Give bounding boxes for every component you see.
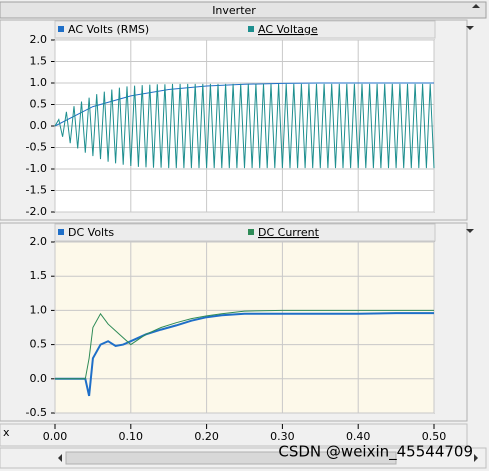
series-line (54, 82, 434, 127)
x-axis-bar (0, 423, 468, 447)
x-tick-label: 0.30 (270, 430, 295, 443)
plot-area (54, 241, 435, 414)
y-tick-label: -2.0 (26, 205, 47, 218)
y-tick-label: 2.0 (30, 33, 48, 46)
title-bar (0, 1, 487, 19)
scroll-left[interactable] (58, 454, 62, 462)
legend-swatch (58, 229, 64, 235)
expand-arrow (466, 229, 474, 233)
y-tick-label: 1.5 (30, 269, 48, 282)
watermark: CSDN @weixin_45544709 (278, 443, 473, 462)
legend-bar (54, 20, 436, 39)
series-line (54, 83, 435, 169)
legend-swatch (248, 26, 254, 32)
x-axis-label: x (3, 426, 10, 439)
y-tick-label: 2.0 (30, 235, 48, 248)
y-tick-label: 1.0 (30, 303, 48, 316)
legend-swatch (58, 26, 64, 32)
y-tick-label: 1.0 (30, 76, 48, 89)
scroll-thumb[interactable] (65, 451, 397, 465)
legend-label: AC Volts (RMS) (68, 23, 149, 36)
y-tick-label: 0.0 (30, 372, 48, 385)
expand-arrow (466, 26, 474, 30)
x-tick-label: 0.50 (422, 430, 447, 443)
x-tick-label: 0.20 (194, 430, 219, 443)
collapse-arrow[interactable] (472, 4, 480, 8)
series-line (55, 312, 434, 397)
legend-label: DC Current (258, 226, 320, 239)
y-tick-label: -0.5 (26, 141, 47, 154)
legend-bar (54, 223, 436, 242)
x-tick-label: 0.40 (346, 430, 371, 443)
x-tick-label: 0.00 (43, 430, 68, 443)
y-tick-label: -0.5 (26, 406, 47, 419)
series-line (55, 309, 434, 380)
y-tick-label: -1.0 (26, 162, 47, 175)
y-tick-label: -1.5 (26, 184, 47, 197)
y-tick-label: 0.5 (30, 98, 48, 111)
legend-swatch (248, 229, 254, 235)
y-tick-label: 1.5 (30, 55, 48, 68)
y-tick-label: 0.0 (30, 119, 48, 132)
x-tick-label: 0.10 (119, 430, 144, 443)
legend-label: AC Voltage (258, 23, 318, 36)
window-title: Inverter (212, 4, 256, 17)
y-tick-label: 0.5 (30, 338, 48, 351)
legend-label: DC Volts (68, 226, 114, 239)
scroll-right[interactable] (474, 454, 478, 462)
